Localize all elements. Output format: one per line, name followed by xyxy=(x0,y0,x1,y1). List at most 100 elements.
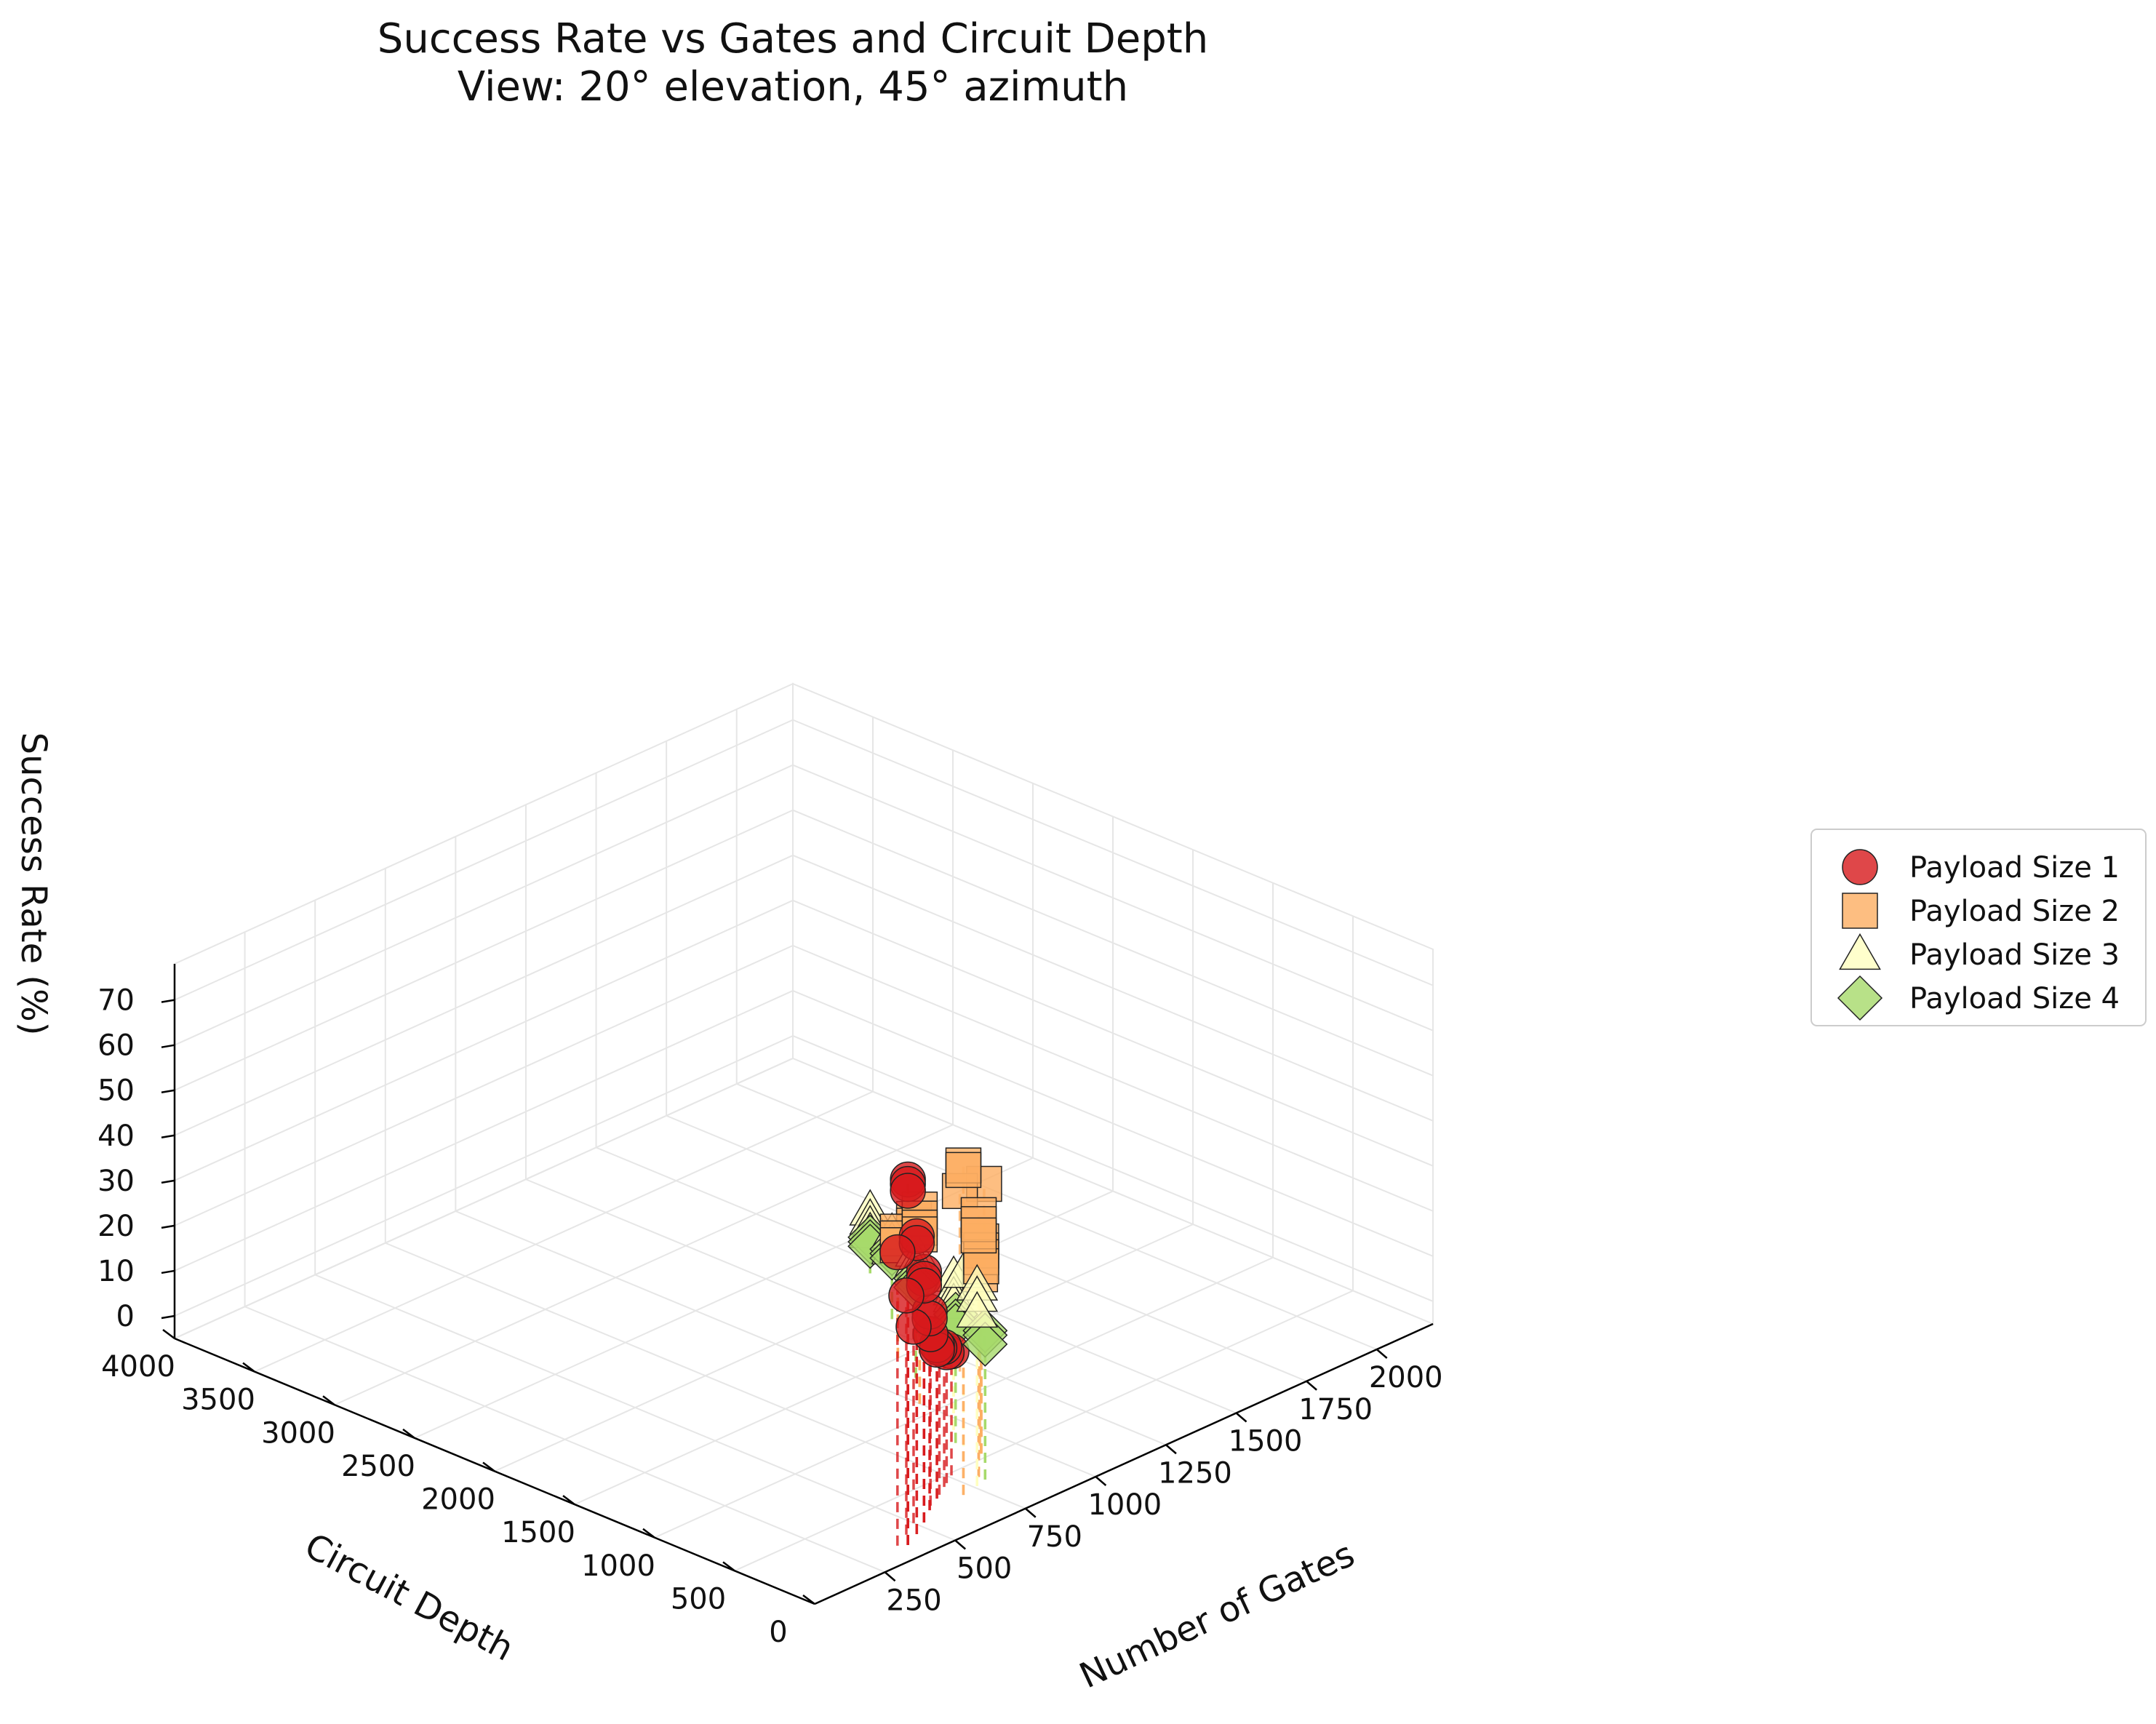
x-tick-mark xyxy=(884,1571,896,1582)
z-tick-mark xyxy=(161,1134,175,1139)
y-tick-mark xyxy=(162,1329,175,1339)
x-tick-mark xyxy=(1306,1380,1317,1391)
point-circle xyxy=(888,1277,925,1314)
grid-y-floor-2 xyxy=(654,1256,1274,1539)
point-triangle xyxy=(956,1290,999,1328)
tick-labels: 2505007501000125015001750200005001000150… xyxy=(97,984,1443,1649)
grid-z-right-0 xyxy=(792,1035,1434,1302)
grid-z-right-7 xyxy=(792,719,1434,986)
y-tick-label: 3500 xyxy=(181,1384,255,1417)
grid-z-left-4 xyxy=(174,854,794,1136)
x-tick-mark xyxy=(1024,1507,1037,1518)
x-tick-mark xyxy=(1376,1349,1388,1359)
z-axis-label: Success Rate (%) xyxy=(13,733,54,1036)
x-tick-label: 1000 xyxy=(1087,1488,1162,1522)
z-tick-label: 10 xyxy=(97,1255,135,1288)
point-circle xyxy=(890,1173,926,1209)
z-tick-mark xyxy=(161,1179,175,1184)
x-axis-label: Number of Gates xyxy=(1074,1534,1361,1697)
legend-marker-triangle xyxy=(1839,933,1881,970)
z-tick-label: 40 xyxy=(97,1120,135,1153)
legend-label: Payload Size 1 xyxy=(1909,851,2120,885)
grid-z-right-2 xyxy=(792,944,1434,1212)
z-tick-label: 50 xyxy=(97,1074,135,1108)
y-tick-label: 0 xyxy=(769,1616,787,1649)
point-square xyxy=(960,1217,997,1254)
z-tick-label: 0 xyxy=(116,1300,135,1333)
x-tick-label: 1750 xyxy=(1298,1393,1373,1426)
y-tick-label: 2500 xyxy=(341,1450,415,1483)
y-tick-mark xyxy=(562,1495,575,1506)
point-circle xyxy=(879,1234,916,1271)
y-tick-label: 3000 xyxy=(261,1416,335,1450)
grid-y-floor-8 xyxy=(174,1058,794,1339)
y-tick-label: 1000 xyxy=(581,1549,655,1583)
grid-z-right-3 xyxy=(792,899,1434,1167)
grid-z-left-7 xyxy=(174,719,794,1001)
y-tick-mark xyxy=(802,1595,815,1605)
point-square xyxy=(945,1152,982,1189)
x-tick-mark xyxy=(1235,1412,1247,1423)
data-points xyxy=(847,1147,1008,1370)
grid-z-left-5 xyxy=(174,809,794,1091)
legend-label: Payload Size 2 xyxy=(1909,895,2120,928)
z-tick-label: 30 xyxy=(97,1165,135,1198)
y-axis-label: Circuit Depth xyxy=(298,1525,520,1669)
legend-marker-diamond xyxy=(1837,975,1883,1021)
z-tick-mark xyxy=(161,1269,175,1274)
y-tick-label: 2000 xyxy=(421,1483,495,1517)
grid-z-left-1 xyxy=(174,990,794,1272)
legend-label: Payload Size 3 xyxy=(1909,938,2120,972)
grid-z-left-0 xyxy=(174,1035,794,1317)
y-tick-label: 1500 xyxy=(501,1516,575,1549)
grid-z-right-1 xyxy=(792,990,1434,1257)
grid-y-floor-1 xyxy=(734,1290,1354,1572)
grid-z-left-2 xyxy=(174,944,794,1226)
grid-z-right-6 xyxy=(792,764,1434,1031)
y-tick-mark xyxy=(482,1461,495,1472)
point-circle xyxy=(895,1309,932,1345)
z-tick-mark xyxy=(161,1044,175,1048)
x-tick-label: 250 xyxy=(886,1584,941,1617)
x-tick-mark xyxy=(1165,1444,1177,1455)
z-tick-mark xyxy=(161,999,175,1003)
y-tick-mark xyxy=(722,1561,735,1572)
chart-title: Success Rate vs Gates and Circuit Depth xyxy=(378,15,1208,63)
legend: Payload Size 1 Payload Size 2 Payload Size… xyxy=(1810,829,2147,1026)
x-tick-label: 2000 xyxy=(1369,1361,1443,1394)
z-tick-label: 70 xyxy=(97,984,135,1018)
x-tick-label: 1500 xyxy=(1229,1425,1303,1458)
legend-marker-circle xyxy=(1842,849,1878,885)
x-tick-label: 500 xyxy=(957,1552,1012,1586)
y-tick-mark xyxy=(402,1428,415,1439)
x-tick-mark xyxy=(954,1539,966,1550)
z-tick-mark xyxy=(161,1224,175,1229)
grid-z-right-5 xyxy=(792,809,1434,1077)
y-tick-label: 500 xyxy=(671,1582,726,1616)
grid-y-floor-6 xyxy=(334,1124,954,1406)
z-tick-mark xyxy=(161,1314,175,1320)
grid-y-floor-4 xyxy=(494,1190,1114,1472)
z-tick-label: 20 xyxy=(97,1210,135,1243)
legend-label: Payload Size 4 xyxy=(1909,982,2120,1015)
grid-y-floor-3 xyxy=(574,1224,1194,1506)
x-tick-label: 750 xyxy=(1027,1520,1082,1554)
grid-z-right-4 xyxy=(792,854,1434,1122)
x-tick-mark xyxy=(1095,1476,1107,1486)
grid-z-left-6 xyxy=(174,764,794,1046)
z-tick-mark xyxy=(161,1089,175,1093)
y-tick-mark xyxy=(242,1362,255,1373)
point-diamond xyxy=(962,1321,1008,1367)
legend-box xyxy=(1810,829,2147,1026)
x-tick-label: 1250 xyxy=(1158,1456,1232,1490)
x-axis-line xyxy=(814,1322,1434,1605)
y-tick-mark xyxy=(322,1395,335,1406)
grid-z-left-3 xyxy=(174,899,794,1181)
legend-marker-square xyxy=(1842,893,1878,929)
y-tick-mark xyxy=(642,1528,655,1539)
z-tick-label: 60 xyxy=(97,1029,135,1063)
grid-y-floor-7 xyxy=(254,1090,874,1373)
chart-subtitle: View: 20° elevation, 45° azimuth xyxy=(458,63,1128,111)
y-tick-label: 4000 xyxy=(101,1350,175,1384)
